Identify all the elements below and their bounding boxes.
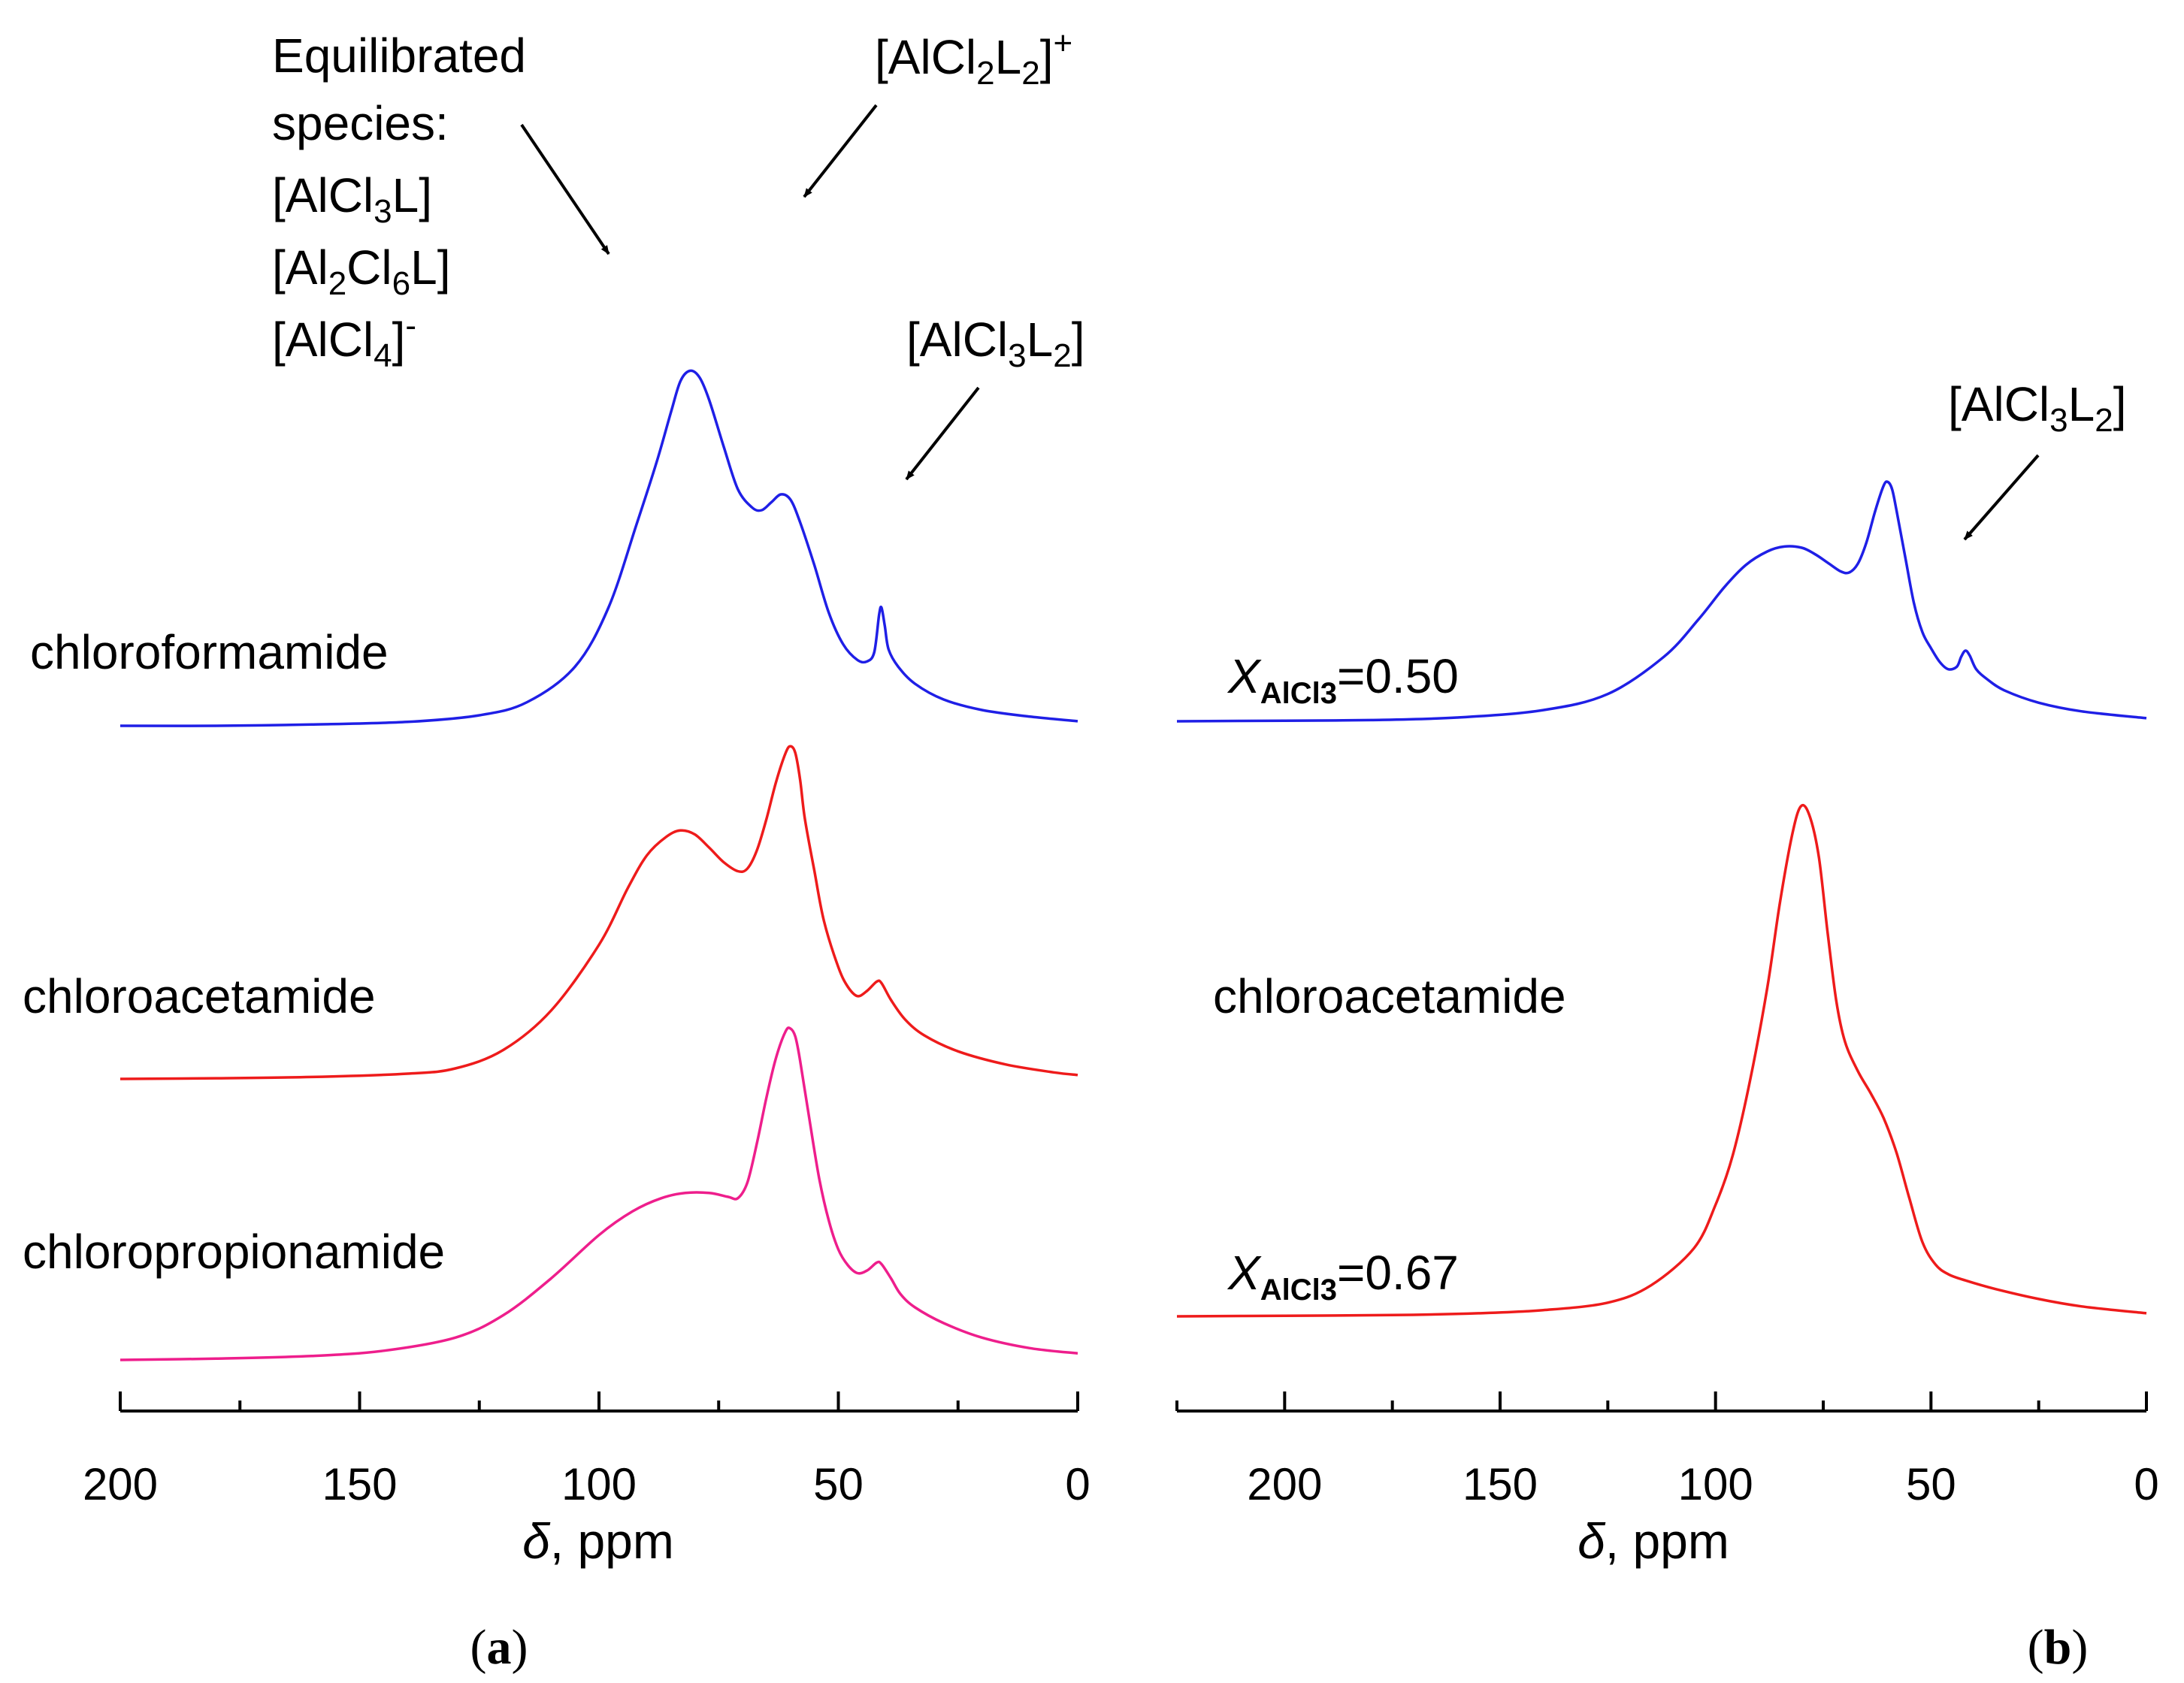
series-label-chloroformamide: chloroformamide [30, 625, 389, 679]
annotation-equilibrated-species: Equilibrated species: [AlCl3L] [Al2Cl6L]… [272, 29, 526, 374]
tick-label-a-150: 150 [322, 1459, 397, 1509]
plot-area-a [119, 369, 1078, 1361]
x-ticks-a: 200 150 100 50 0 [83, 1391, 1090, 1509]
tick-label-a-0: 0 [1065, 1459, 1090, 1509]
center-label-chloroacetamide: chloroacetamide [1213, 969, 1566, 1023]
panel-caption-a: (a) [470, 1620, 528, 1675]
plot-area-b [1176, 480, 2147, 1318]
series-label-chloroacetamide: chloroacetamide [23, 969, 376, 1023]
series-label-x067: XAlCl3=0.67 [1227, 1246, 1459, 1307]
x-axis-label-b: δ, ppm [1578, 1513, 1729, 1569]
arrow-alcl3l2-b [1963, 454, 2040, 541]
tick-label-b-50: 50 [1906, 1459, 1956, 1509]
series-line-a-2 [119, 1026, 1078, 1361]
tick-label-b-150: 150 [1463, 1459, 1538, 1509]
panel-b: 200 150 100 50 0 XAlCl3=0.50 XAlCl3=0.67 chl… [1175, 377, 2159, 1675]
arrow-equilibrated [520, 123, 610, 255]
x-ticks-b: 200 150 100 50 0 [1175, 1391, 2159, 1509]
x-axis-label-a: δ, ppm [522, 1513, 674, 1569]
annotation-alcl3l2-b: [AlCl3L2] [1948, 377, 2126, 439]
tick-label-b-0: 0 [2134, 1459, 2158, 1509]
series-line-a-0 [119, 369, 1078, 727]
series-line-a-1 [119, 745, 1078, 1080]
tick-label-b-200: 200 [1247, 1459, 1322, 1509]
series-label-chloropropionamide: chloropropionamide [23, 1225, 445, 1279]
arrow-alcl2l2 [803, 104, 878, 198]
arrow-alcl3l2-a [905, 386, 980, 481]
series-line-b-1 [1176, 803, 2147, 1318]
annotation-line-equilibrated: Equilibrated [272, 29, 526, 83]
series-label-x050: XAlCl3=0.50 [1227, 649, 1459, 710]
tick-label-a-100: 100 [561, 1459, 637, 1509]
annotation-line-species: species: [272, 96, 449, 150]
tick-label-a-50: 50 [813, 1459, 864, 1509]
annotation-species-alcl4: [AlCl4]- [272, 307, 416, 374]
tick-label-b-100: 100 [1678, 1459, 1753, 1509]
annotation-alcl2l2-cation: [AlCl2L2]+ [875, 25, 1072, 92]
panel-a: 200 150 100 50 0 chloroformamide chloroaceta… [23, 25, 1090, 1675]
tick-label-a-200: 200 [83, 1459, 158, 1509]
annotation-species-alcl3l: [AlCl3L] [272, 168, 432, 230]
series-line-b-0 [1176, 480, 2147, 723]
annotation-species-al2cl6l: [Al2Cl6L] [272, 240, 450, 302]
annotation-alcl3l2-a: [AlCl3L2] [906, 313, 1084, 374]
panel-caption-b: (b) [2028, 1620, 2089, 1675]
